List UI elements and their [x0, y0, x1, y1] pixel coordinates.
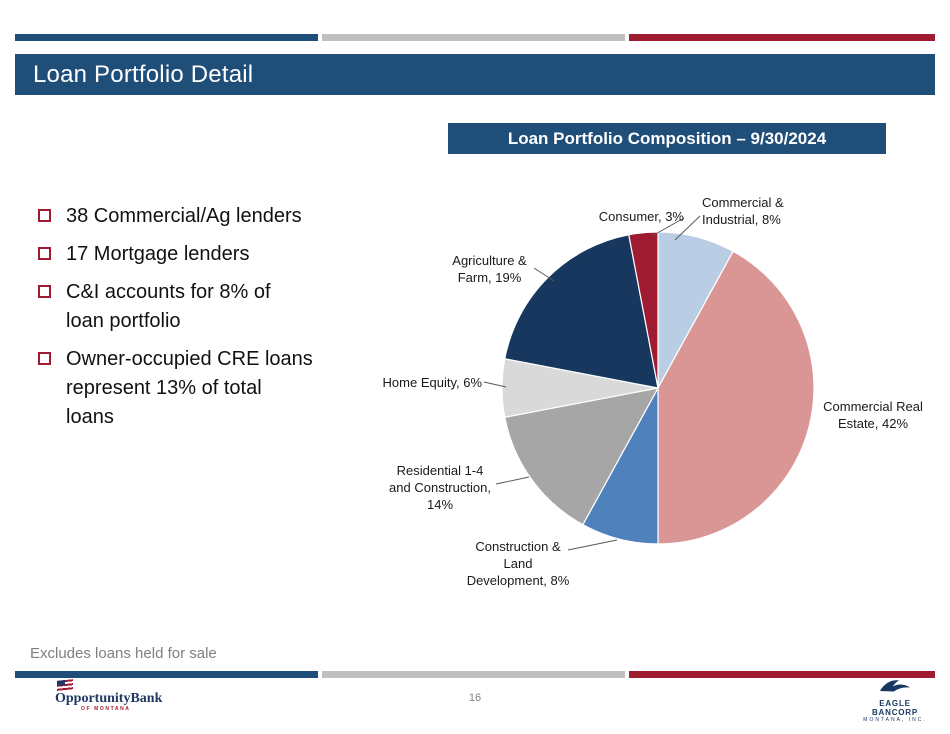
pie-slice-consumer [628, 231, 659, 389]
bullet-square-icon [38, 209, 51, 222]
page-title: Loan Portfolio Detail [33, 60, 254, 88]
pie-label-agriculture-farm: Agriculture & Farm, 19% [452, 253, 527, 286]
list-item: Owner-occupied CRE loans represent 13% o… [38, 345, 368, 432]
strip-segment-red [629, 34, 935, 41]
page-number: 16 [468, 692, 482, 704]
flag-icon [57, 679, 73, 692]
pie-slice-commercial-real-estate [657, 250, 815, 545]
pie-label-commercial-real-estate: Commercial Real Estate, 42% [823, 399, 923, 432]
leader-line-consumer [651, 217, 685, 237]
list-item: C&I accounts for 8% of loan portfolio [38, 278, 368, 336]
strip-segment-gray [322, 671, 625, 678]
eagle-bancorp-subtitle: MONTANA, INC. [863, 717, 927, 723]
leader-line-home-equity [483, 381, 507, 388]
strip-segment-blue [15, 671, 318, 678]
slide-title-bar: Loan Portfolio Detail [15, 54, 935, 95]
bullet-square-icon [38, 247, 51, 260]
logo-subtitle: OF MONTANA [81, 706, 131, 712]
pie-slice-agriculture-farm [504, 234, 659, 389]
pie-label-consumer: Consumer, 3% [598, 209, 684, 224]
pie-label-home-equity: Home Equity, 6% [382, 375, 482, 390]
logo-word-opportunity: Opportunity [55, 691, 131, 706]
bullet-list: 38 Commercial/Ag lenders 17 Mortgage len… [38, 202, 368, 441]
bullet-square-icon [38, 352, 51, 365]
leader-line-commercial-industrial [674, 215, 701, 241]
chart-title: Loan Portfolio Composition – 9/30/2024 [448, 123, 886, 154]
bullet-square-icon [38, 285, 51, 298]
eagle-icon [880, 680, 910, 692]
pie-label-construction-land: Construction & Land Development, 8% [466, 539, 570, 589]
logo-word-bank: Bank [130, 691, 163, 706]
leader-line-residential [495, 476, 530, 485]
pie-label-commercial-industrial: Commercial & Industrial, 8% [702, 195, 784, 228]
bullet-text: Owner-occupied CRE loans represent 13% o… [66, 348, 313, 428]
strip-segment-gray [322, 34, 625, 41]
pie-label-residential: Residential 1-4 and Construction, 14% [389, 463, 491, 513]
strip-segment-red [629, 671, 935, 678]
footnote: Excludes loans held for sale [30, 645, 217, 662]
pie-chart: Consumer, 3% Commercial & Industrial, 8%… [370, 160, 950, 630]
pie-chart-svg [483, 215, 815, 551]
strip-segment-blue [15, 34, 318, 41]
pie-slice-residential-1-4-and-construction [504, 387, 660, 526]
leader-line-agriculture [533, 267, 555, 282]
eagle-bancorp-logo: EAGLE BANCORP MONTANA, INC. [858, 678, 932, 723]
eagle-bancorp-wordmark: EAGLE BANCORP [871, 699, 919, 717]
opportunity-bank-wordmark: OpportunityBank [55, 691, 175, 706]
bullet-text: 38 Commercial/Ag lenders [66, 205, 302, 227]
list-item: 17 Mortgage lenders [38, 240, 368, 269]
leader-lines [483, 215, 701, 551]
leader-line-construction [567, 539, 618, 551]
bullet-text: C&I accounts for 8% of loan portfolio [66, 281, 271, 332]
opportunity-bank-logo: OpportunityBank OF MONTANA [55, 679, 175, 712]
bullet-text: 17 Mortgage lenders [66, 243, 250, 265]
list-item: 38 Commercial/Ag lenders [38, 202, 368, 231]
